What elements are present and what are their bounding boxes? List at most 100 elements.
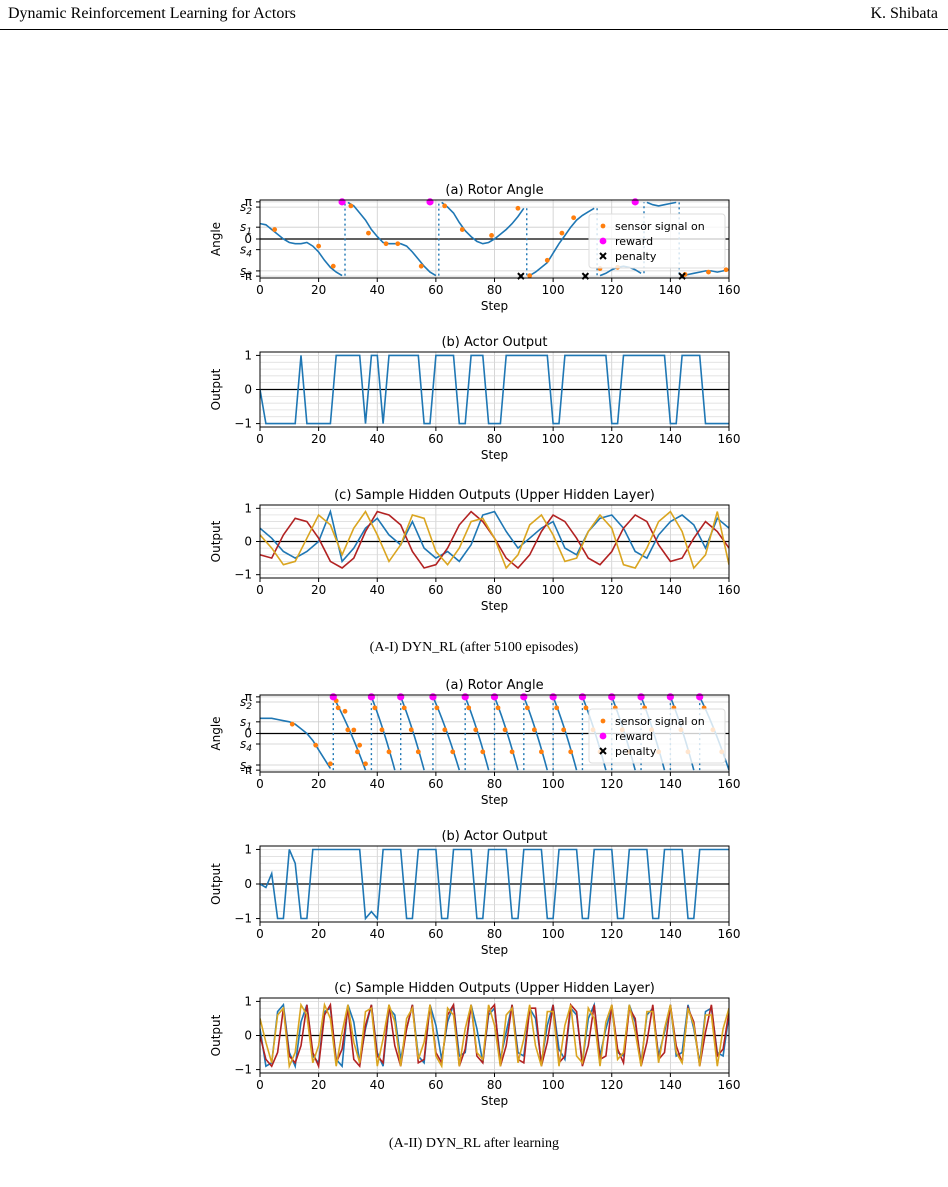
plot-frame (259, 351, 730, 428)
legend-penalty-symbol (599, 747, 607, 755)
plot-frame (259, 997, 730, 1074)
x-tick-label: 120 (600, 777, 623, 791)
y-tick-label: 0 (244, 535, 252, 549)
legend-box (588, 213, 726, 269)
sensor-marker (583, 705, 589, 711)
sensor-marker (571, 215, 577, 221)
reward-marker (696, 693, 704, 701)
y-tick-label: 0 (244, 1029, 252, 1043)
reward-marker (461, 693, 469, 701)
series-line (260, 717, 332, 769)
sensor-marker (495, 705, 501, 711)
x-tick-label: 20 (311, 432, 326, 446)
x-tick-label: 140 (659, 283, 682, 297)
x-tick-label: 120 (600, 1078, 623, 1092)
legend-label: sensor signal on (615, 715, 705, 728)
x-tick-label: 100 (542, 927, 565, 941)
x-tick-label: 160 (718, 927, 741, 941)
x-tick-label: 20 (311, 1078, 326, 1092)
y-tick-label: π (245, 195, 252, 209)
x-tick-label: 80 (487, 432, 502, 446)
series-line (260, 1001, 729, 1070)
x-tick-label: 40 (370, 283, 385, 297)
y-tick-label: 1 (244, 994, 252, 1008)
x-tick-label: 160 (718, 432, 741, 446)
y-axis-label: Output (209, 520, 223, 562)
series-line (260, 510, 729, 570)
sensor-marker (335, 705, 341, 711)
x-tick-label: 40 (370, 583, 385, 597)
x-tick-label: 0 (256, 1078, 264, 1092)
running-head: Dynamic Reinforcement Learning for Actor… (0, 0, 948, 30)
sensor-marker (706, 269, 711, 275)
sensor-marker (509, 749, 515, 755)
y-axis-label: Angle (209, 222, 223, 256)
panel-title: (b) Actor Output (441, 829, 547, 844)
sensor-marker (342, 708, 348, 714)
sensor-marker (466, 705, 472, 711)
series-group (260, 1001, 729, 1070)
sensor-marker (554, 705, 560, 711)
sensor-marker (473, 727, 479, 733)
sensor-marker (289, 721, 295, 727)
y-tick-label: −1 (234, 912, 252, 926)
sensor-marker (415, 749, 421, 755)
legend-reward-symbol (599, 732, 607, 740)
y-tick-label: 1 (244, 842, 252, 856)
x-tick-label: 80 (487, 1078, 502, 1092)
sensor-marker (459, 227, 465, 232)
sensor-marker (313, 742, 319, 748)
x-tick-label: 140 (659, 1078, 682, 1092)
y-axis-label: Angle (209, 716, 223, 750)
legend-reward-symbol (599, 237, 607, 245)
running-head-author: K. Shibata (870, 5, 938, 22)
sensor-marker (383, 241, 389, 247)
x-tick-label: 60 (428, 583, 443, 597)
plot-frame (259, 504, 730, 579)
y-tick-label: 0 (244, 383, 252, 397)
legend-label: reward (615, 235, 653, 248)
reward-marker (637, 693, 645, 701)
x-tick-label: 0 (256, 432, 264, 446)
sensor-marker (531, 727, 537, 733)
reward-marker (429, 693, 437, 701)
sensor-marker (363, 761, 368, 767)
sensor-marker (442, 727, 448, 733)
legend-sensor-symbol (600, 223, 606, 229)
x-tick-label: 40 (370, 1078, 385, 1092)
sensor-marker (408, 727, 414, 733)
sensor-marker (372, 705, 378, 711)
reward-marker (367, 693, 375, 701)
y-tick-label: -π (240, 269, 252, 283)
sensor-marker (489, 233, 494, 238)
legend-label: penalty (615, 250, 657, 263)
y-tick-label: π (245, 690, 252, 704)
x-tick-label: 120 (600, 927, 623, 941)
y-tick-label: 0 (244, 877, 252, 891)
sensor-marker (418, 263, 424, 269)
reward-marker (578, 693, 587, 701)
y-tick-label: 1 (244, 348, 252, 362)
series-group (260, 848, 729, 921)
reward-marker (520, 693, 528, 701)
plot-frame (259, 694, 730, 773)
panel-title: (b) Actor Output (441, 335, 547, 350)
x-tick-label: 160 (718, 777, 741, 791)
plot-frame (259, 199, 730, 279)
sensor-marker (316, 243, 322, 249)
sensor-marker (502, 727, 508, 733)
x-tick-label: 0 (256, 583, 264, 597)
x-axis-label: Step (481, 599, 508, 613)
x-tick-label: 80 (487, 283, 502, 297)
reward-marker (338, 198, 346, 206)
sensor-marker (379, 727, 385, 733)
reward-marker (608, 693, 616, 701)
legend-penalty-symbol (599, 252, 607, 260)
sensor-marker (395, 241, 401, 247)
sensor-marker (527, 273, 533, 278)
x-tick-label: 60 (428, 927, 443, 941)
x-tick-label: 140 (659, 432, 682, 446)
x-tick-label: 60 (428, 432, 443, 446)
panel-title: (a) Rotor Angle (445, 678, 543, 693)
